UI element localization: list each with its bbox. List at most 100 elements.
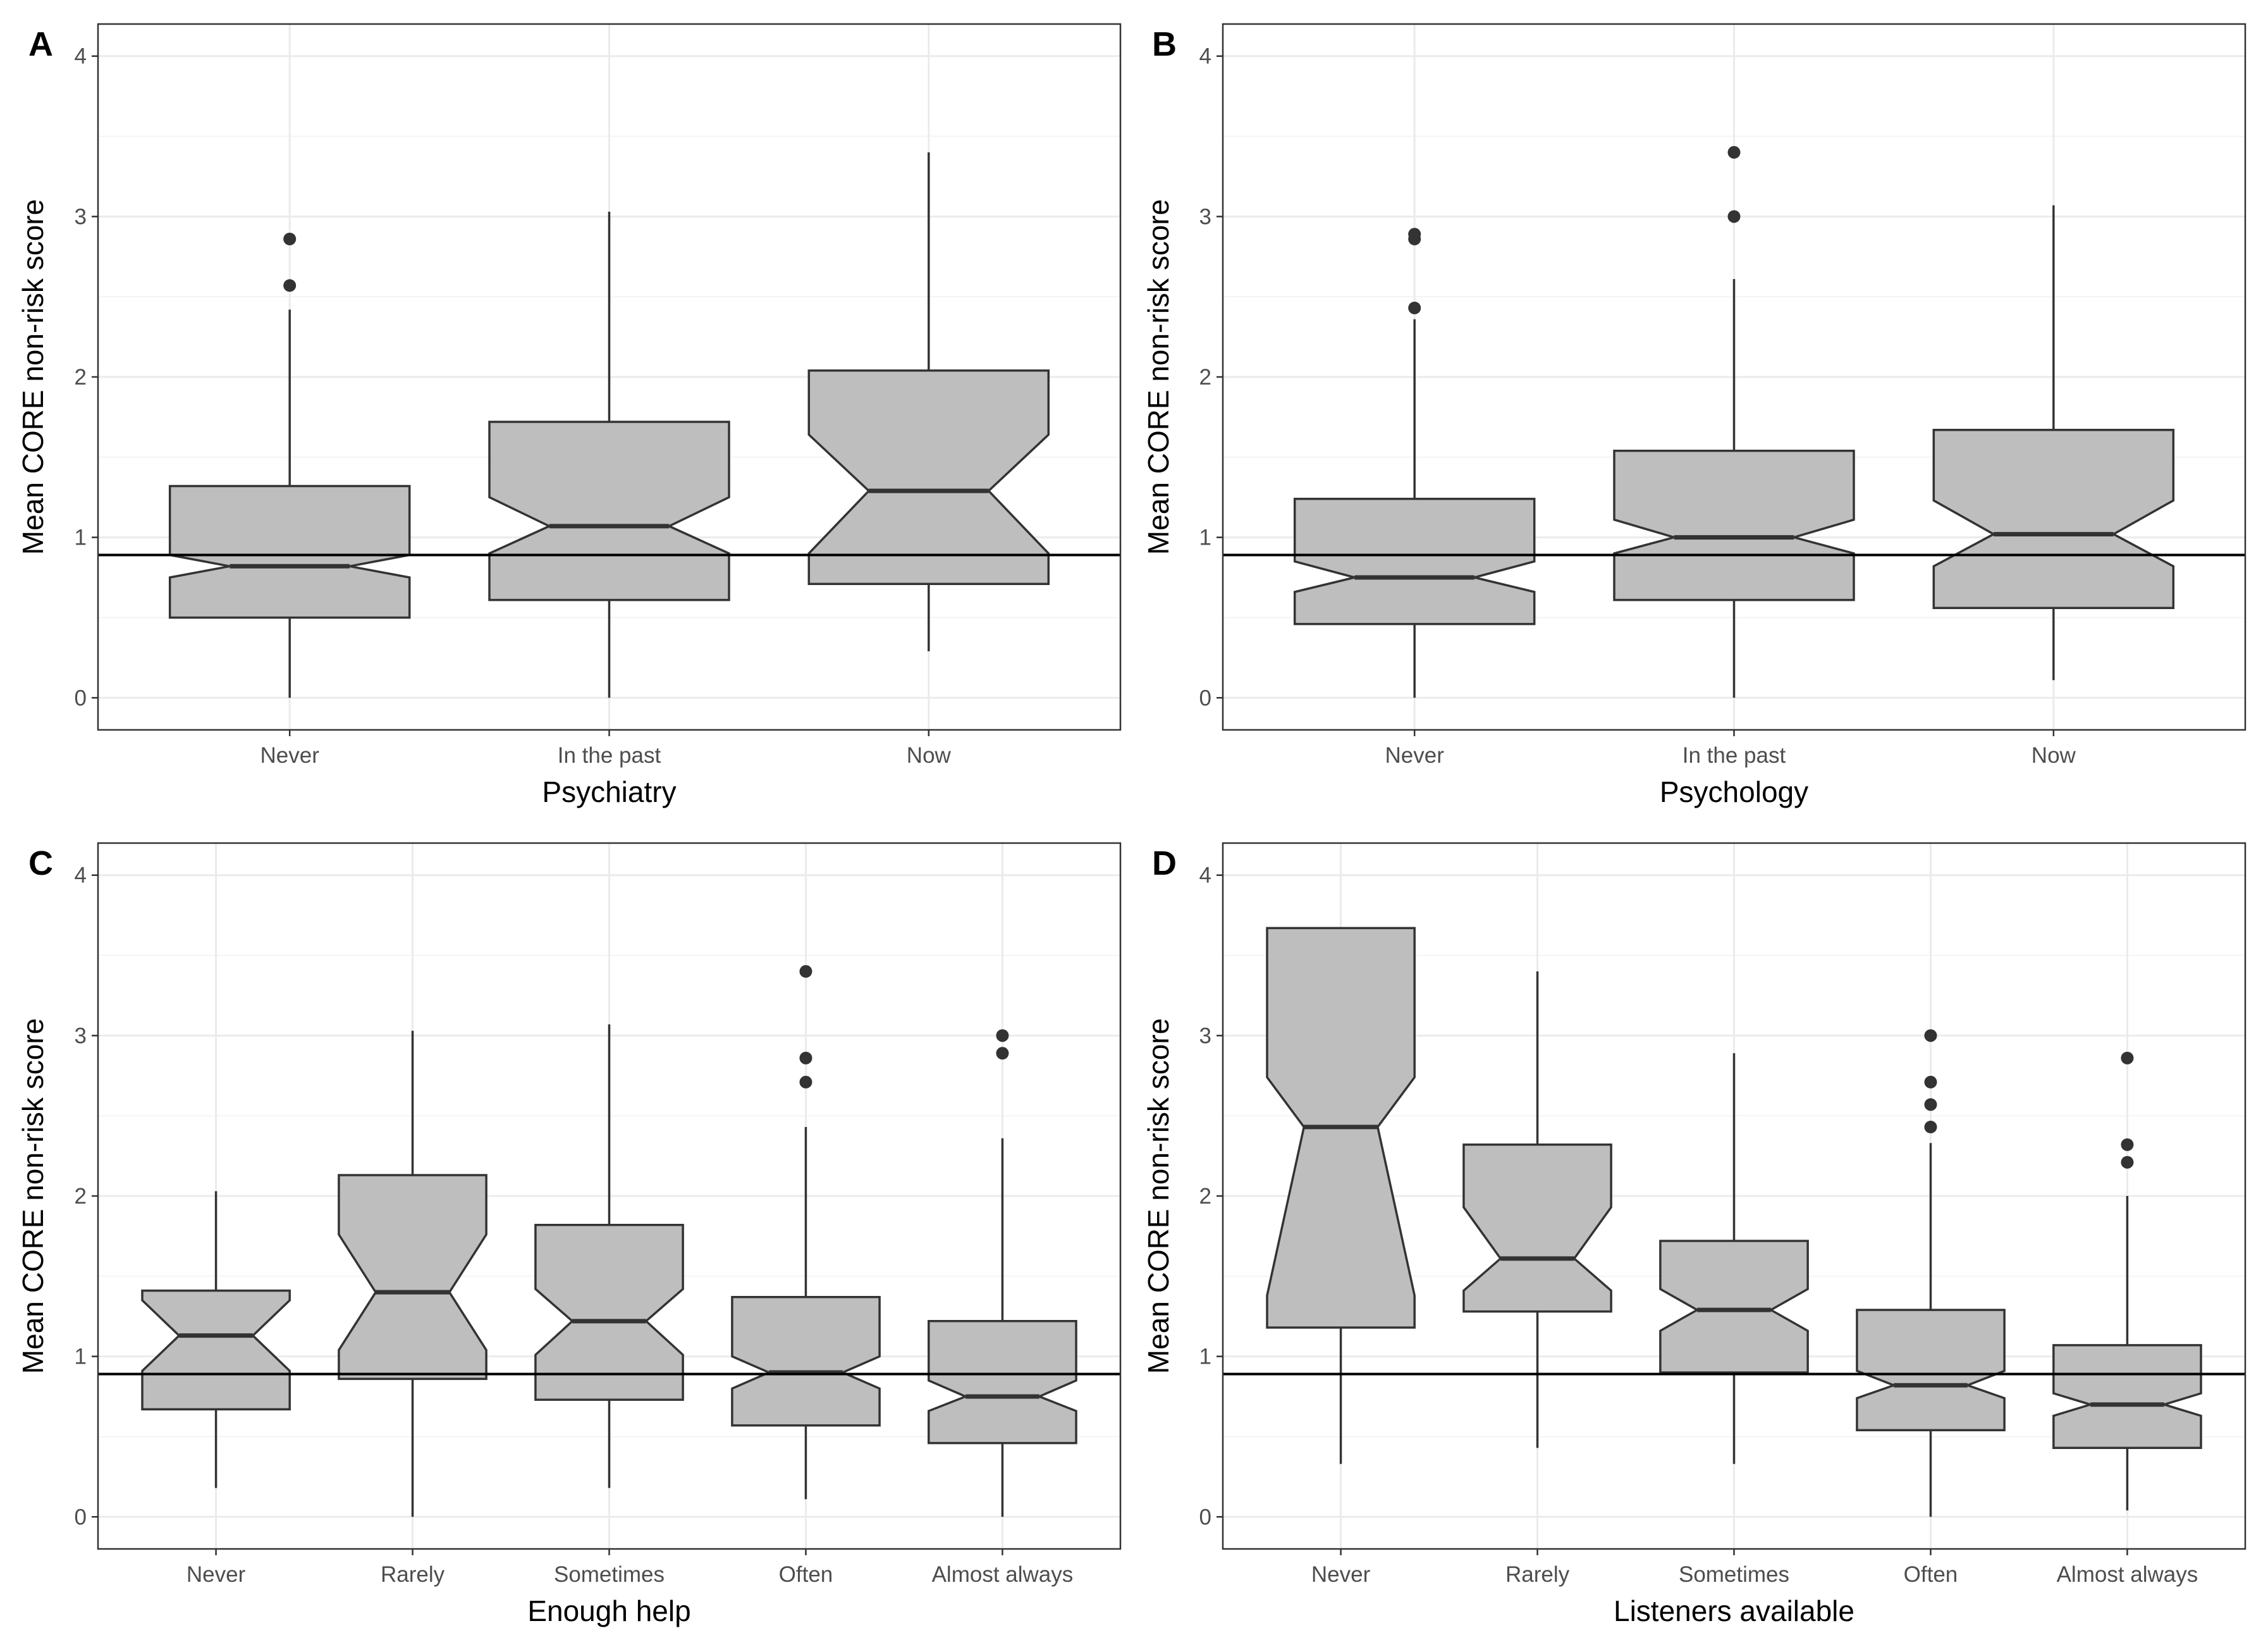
box-almost-always	[928, 1029, 1077, 1517]
outlier-point	[996, 1029, 1009, 1042]
y-tick-label: 3	[75, 204, 87, 229]
outlier-point	[1924, 1075, 1937, 1088]
y-tick-label: 2	[1199, 365, 1211, 390]
box-body	[1293, 498, 1536, 626]
outlier-point	[283, 232, 297, 245]
box-body	[928, 1320, 1077, 1445]
box-often	[731, 965, 881, 1500]
x-tick-label: Sometimes	[554, 1562, 665, 1587]
box-rarely	[1462, 971, 1612, 1448]
box-often	[1856, 1029, 2006, 1517]
y-tick-label: 2	[75, 1184, 87, 1209]
y-axis-title: Mean CORE non-risk score	[16, 1018, 49, 1374]
x-axis-title: Enough help	[527, 1594, 690, 1627]
outlier-point	[2121, 1051, 2134, 1064]
y-axis-title: Mean CORE non-risk score	[1142, 1018, 1175, 1374]
outlier-point	[1408, 301, 1421, 314]
box-sometimes	[534, 1024, 684, 1488]
y-tick-label: 4	[75, 44, 87, 69]
y-tick-label: 3	[1199, 204, 1211, 229]
panel-label: A	[28, 25, 53, 63]
x-axis-title: Psychiatry	[542, 775, 676, 808]
outlier-point	[1924, 1029, 1937, 1042]
y-tick-label: 1	[1199, 526, 1211, 550]
box-body	[1932, 428, 2175, 609]
box-never	[1266, 927, 1416, 1464]
outlier-point	[799, 965, 812, 978]
box-body	[168, 484, 411, 619]
box-never	[141, 1191, 291, 1488]
y-tick-label: 0	[1199, 1505, 1211, 1529]
box-body	[141, 1289, 291, 1411]
x-tick-label: Never	[187, 1562, 246, 1587]
x-tick-label: Never	[1385, 743, 1445, 768]
box-never	[168, 232, 411, 698]
y-tick-label: 4	[1199, 44, 1211, 69]
box-never	[1293, 228, 1536, 698]
x-tick-label: Almost always	[2057, 1562, 2198, 1587]
box-body	[1856, 1309, 2006, 1432]
y-tick-label: 4	[1199, 863, 1211, 888]
box-now	[1932, 205, 2175, 681]
y-tick-label: 1	[75, 1345, 87, 1369]
x-tick-label: Rarely	[381, 1562, 445, 1587]
y-tick-label: 1	[75, 526, 87, 550]
box-now	[807, 152, 1050, 651]
y-axis-title: Mean CORE non-risk score	[1142, 199, 1175, 555]
y-axis-title: Mean CORE non-risk score	[16, 199, 49, 555]
outlier-point	[1408, 228, 1421, 241]
outlier-point	[2121, 1156, 2134, 1169]
outlier-point	[1727, 210, 1741, 223]
y-tick-label: 0	[75, 686, 87, 710]
box-body	[488, 421, 730, 601]
box-rarely	[338, 1030, 487, 1517]
x-tick-label: Often	[779, 1562, 833, 1587]
y-tick-label: 0	[75, 1505, 87, 1529]
x-tick-label: Now	[2032, 743, 2076, 768]
y-tick-label: 1	[1199, 1345, 1211, 1369]
box-sometimes	[1659, 1053, 1809, 1464]
outlier-point	[2121, 1138, 2134, 1151]
panel-label: C	[28, 844, 53, 882]
panel-label: B	[1152, 25, 1177, 63]
x-axis-title: Listeners available	[1614, 1594, 1854, 1627]
outlier-point	[996, 1047, 1009, 1060]
outlier-point	[1727, 145, 1741, 159]
panel-a: 0 1 2 3 4 Never In the past Now Psychiatry Mean C…	[16, 23, 1122, 808]
box-almost-always	[2052, 1051, 2202, 1511]
outlier-point	[799, 1075, 812, 1088]
x-tick-label: Sometimes	[1679, 1562, 1789, 1587]
box-body	[338, 1174, 487, 1380]
outlier-point	[283, 279, 297, 292]
y-tick-label: 4	[75, 863, 87, 888]
outlier-point	[799, 1051, 812, 1064]
box-body	[731, 1296, 881, 1427]
y-tick-label: 3	[1199, 1023, 1211, 1048]
panel-d: 0 1 2 3 4 Never Rarely Sometimes Often Almost alw…	[1142, 842, 2247, 1627]
box-in-the-past	[1613, 145, 1855, 698]
x-tick-label: Almost always	[932, 1562, 1074, 1587]
outlier-point	[1924, 1098, 1937, 1111]
y-tick-label: 2	[1199, 1184, 1211, 1209]
x-tick-label: In the past	[1683, 743, 1786, 768]
box-body	[1613, 449, 1855, 601]
box-body	[534, 1223, 684, 1401]
y-tick-label: 2	[75, 365, 87, 390]
x-tick-label: Never	[261, 743, 320, 768]
panel-c: 0 1 2 3 4 Never Rarely Sometimes Often Almost alw…	[16, 842, 1122, 1627]
box-body	[1462, 1144, 1612, 1313]
box-body	[807, 369, 1050, 585]
y-tick-label: 3	[75, 1023, 87, 1048]
panel-label: D	[1152, 844, 1177, 882]
outlier-point	[1924, 1120, 1937, 1133]
x-tick-label: Now	[907, 743, 952, 768]
x-axis-title: Psychology	[1660, 775, 1808, 808]
x-tick-label: In the past	[558, 743, 661, 768]
y-tick-label: 0	[1199, 686, 1211, 710]
box-body	[2052, 1344, 2202, 1449]
x-tick-label: Often	[1904, 1562, 1958, 1587]
box-body	[1659, 1240, 1809, 1374]
x-tick-label: Never	[1311, 1562, 1371, 1587]
x-tick-label: Rarely	[1505, 1562, 1570, 1587]
